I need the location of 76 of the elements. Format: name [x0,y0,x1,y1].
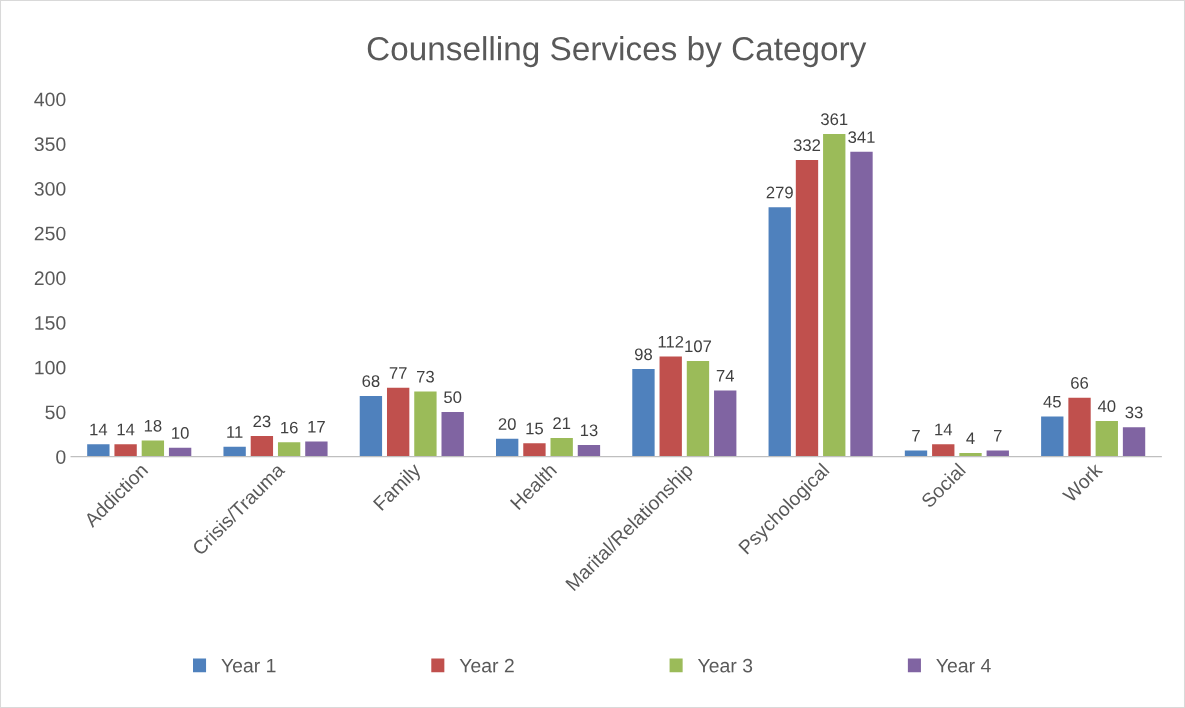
y-tick-label: 200 [34,271,66,286]
y-tick-label: 50 [45,405,66,420]
bar [386,387,410,457]
bar [223,446,246,457]
y-tick-label: 0 [56,450,66,464]
data-label: 13 [580,424,598,437]
bar [1095,420,1118,457]
data-label: 341 [848,131,875,144]
bar [550,437,573,457]
data-label: 15 [526,422,544,435]
legend-label: Year 3 [697,658,753,673]
data-label: 4 [966,432,975,445]
data-label: 279 [766,186,793,199]
bar [795,159,819,457]
data-label: 16 [281,421,298,434]
bar [823,133,846,457]
bar [577,445,601,457]
bar [277,442,301,457]
y-tick-label: 100 [35,360,66,375]
y-tick-label: 150 [35,316,66,330]
data-label: 73 [417,370,434,383]
legend-label: Year 1 [221,658,276,673]
chart-title: Counselling Services by Category [367,36,867,68]
data-label: 361 [820,113,848,126]
bar [414,391,437,457]
data-label: 14 [117,423,135,436]
bar [441,411,464,457]
data-label: 77 [389,367,407,379]
bar [986,450,1009,457]
data-label: 40 [1097,400,1116,413]
bar [523,443,546,457]
bar [359,395,383,457]
bar [1041,416,1064,457]
bar [768,207,791,457]
bar [114,444,137,457]
data-label: 7 [912,429,920,442]
data-label: 98 [634,348,652,361]
data-label: 11 [227,426,243,438]
y-tick-label: 300 [34,181,66,196]
bar [850,151,873,457]
legend-label: Year 2 [459,658,514,673]
data-label: 112 [658,335,684,348]
y-tick-label: 400 [34,92,66,107]
data-label: 74 [716,370,734,382]
bar [932,444,955,457]
data-label: 14 [90,423,108,436]
bar [632,369,655,457]
bar [1068,397,1091,457]
data-label: 7 [993,429,1002,442]
bar [250,436,274,457]
data-label: 50 [444,391,462,404]
data-label: 14 [935,423,953,436]
data-label: 66 [1071,377,1089,389]
bar [87,444,110,457]
y-tick-label: 350 [34,137,66,152]
bar [904,450,928,457]
bar [714,390,737,457]
data-label: 332 [793,139,821,152]
bar [141,440,165,457]
data-label: 45 [1043,395,1061,408]
bar [686,361,710,457]
bar [496,438,519,457]
data-label: 20 [498,418,516,430]
data-label: 17 [308,420,325,433]
bar [1122,427,1146,457]
bar [305,441,328,457]
legend-label: Year 4 [936,658,991,673]
data-label: 23 [253,415,271,428]
data-label: 107 [685,340,712,353]
y-tick-label: 250 [34,226,66,241]
data-label: 21 [553,417,571,429]
data-label: 68 [362,375,380,388]
bar [659,356,682,457]
data-label: 10 [172,427,189,439]
data-label: 33 [1125,406,1143,419]
data-label: 18 [144,419,162,432]
